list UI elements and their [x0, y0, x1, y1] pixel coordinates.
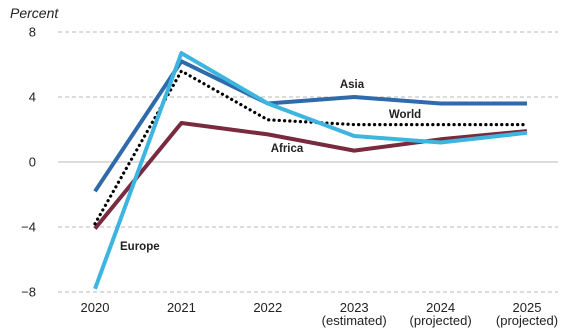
y-axis-label: Percent: [10, 5, 59, 21]
x-tick-label: 2020: [81, 300, 110, 315]
y-tick-label: 8: [29, 25, 36, 40]
x-tick-label: 2021: [167, 300, 196, 315]
series-line-africa: [93, 121, 528, 230]
y-tick-label: 0: [29, 155, 36, 170]
x-tick-label: 2024 (projected): [410, 300, 472, 328]
y-tick-label: −4: [21, 220, 36, 235]
y-tick-label: 4: [29, 90, 36, 105]
series-line-world: [93, 69, 529, 226]
x-tick-label: 2023 (estimated): [322, 300, 387, 328]
grid-layer: [58, 31, 558, 293]
x-tick-label: 2025 (projected): [496, 300, 558, 328]
series-layer: [93, 51, 529, 290]
series-label-asia: Asia: [340, 79, 365, 91]
series-label-world: World: [389, 109, 421, 121]
series-line-asia: [93, 59, 527, 193]
label-layer: 8 4 0 −4 −8 2020 2021 2022 2023 (estimated) 2024 (p…: [21, 25, 558, 329]
series-label-europe: Europe: [120, 241, 160, 253]
series-line-europe: [93, 51, 528, 290]
series-label-africa: Africa: [271, 143, 304, 155]
x-tick-label: 2022: [253, 300, 282, 315]
y-tick-label: −8: [21, 285, 36, 300]
